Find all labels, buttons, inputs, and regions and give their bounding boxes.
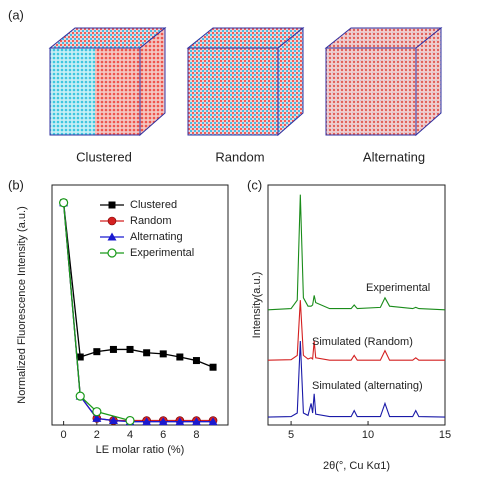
cube-clustered [48, 26, 167, 137]
legend-label: Alternating [130, 231, 183, 243]
series-label: Simulated (alternating) [312, 380, 423, 392]
series-label: Experimental [366, 282, 430, 294]
y-axis-label: Normalized Fluorescence Intensity (a.u.) [16, 206, 28, 403]
marker [92, 413, 102, 422]
marker [143, 349, 151, 357]
x-tick-label: 8 [193, 429, 199, 441]
legend-label: Random [130, 215, 172, 227]
series-line [62, 202, 214, 368]
marker [76, 353, 84, 361]
plot-frame [267, 184, 446, 426]
legend-marker [107, 248, 117, 258]
marker [109, 345, 117, 353]
marker [191, 417, 201, 426]
legend-marker [107, 216, 117, 226]
legend-label: Clustered [130, 199, 177, 211]
series-label: Simulated (Random) [312, 336, 413, 348]
marker [209, 363, 217, 371]
marker [108, 416, 118, 425]
marker [208, 417, 218, 426]
y-axis-label: Intensity(a.u.) [251, 272, 263, 339]
series-line [62, 202, 131, 422]
marker [175, 417, 185, 426]
series-line [62, 202, 214, 423]
marker [75, 391, 85, 401]
x-tick-label: 5 [288, 429, 294, 441]
x-tick-label: 0 [61, 429, 67, 441]
marker [176, 353, 184, 361]
legend-marker [108, 201, 116, 209]
marker [158, 417, 168, 426]
x-tick-label: 4 [127, 429, 133, 441]
marker [159, 350, 167, 358]
x-axis-label: 2θ(°, Cu Kα1) [323, 460, 390, 472]
marker [126, 345, 134, 353]
marker [59, 198, 69, 208]
cube-label: Alternating [363, 149, 425, 164]
series-line [267, 194, 446, 311]
x-tick-label: 2 [94, 429, 100, 441]
marker [142, 417, 152, 426]
series-line [267, 300, 445, 361]
panel-label: (b) [8, 177, 24, 192]
legend-label: Experimental [130, 247, 194, 259]
panel-label: (a) [8, 7, 24, 22]
x-tick-label: 15 [439, 429, 451, 441]
marker [93, 348, 101, 356]
plot-frame [51, 184, 229, 426]
cube-random [186, 26, 305, 137]
x-tick-label: 10 [362, 429, 374, 441]
panel-label: (c) [247, 177, 262, 192]
marker [92, 407, 102, 417]
series-line [267, 340, 446, 418]
legend-marker [107, 232, 117, 241]
cube-alternating [324, 26, 443, 137]
cube-label: Clustered [76, 149, 132, 164]
x-tick-label: 6 [160, 429, 166, 441]
cube-label: Random [215, 149, 264, 164]
x-axis-label: LE molar ratio (%) [96, 444, 185, 456]
marker [125, 415, 135, 426]
marker [192, 357, 200, 365]
